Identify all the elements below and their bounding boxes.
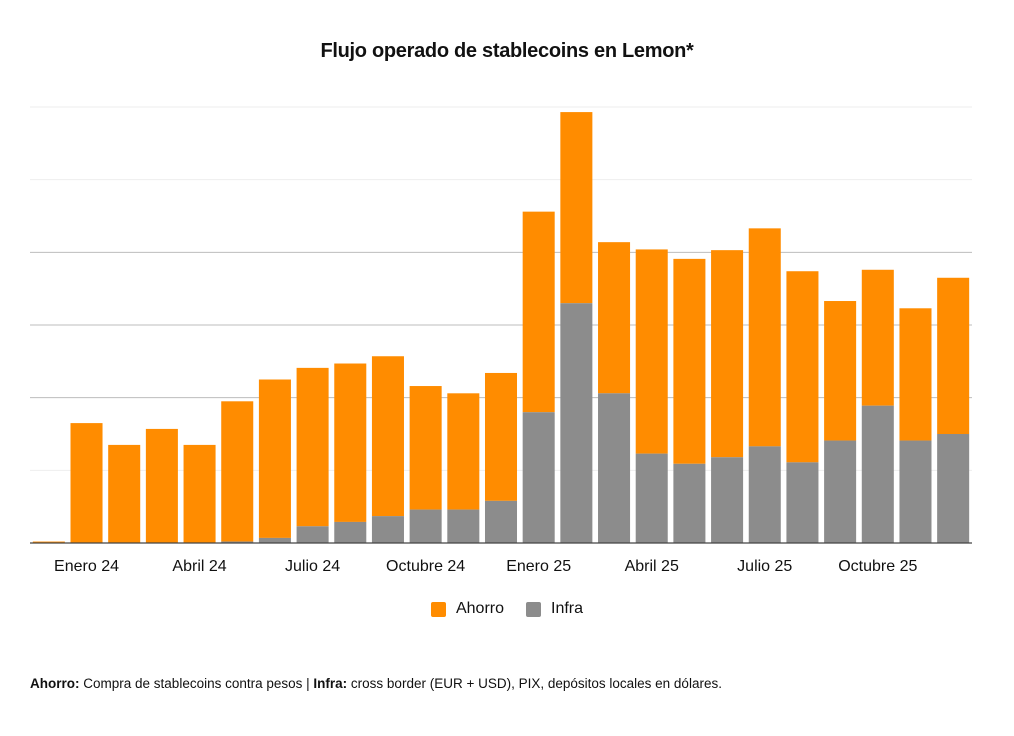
x-tick-label: Octubre 24: [386, 558, 465, 575]
x-tick-label: Julio 24: [285, 558, 340, 575]
legend-swatch-ahorro: [430, 601, 446, 617]
bar-ahorro: [409, 386, 442, 510]
footnote-ahorro-label: Ahorro:: [30, 676, 80, 691]
bar-infra: [899, 440, 932, 543]
x-tick-label: Abril 25: [625, 558, 679, 575]
footnote-ahorro-text: Compra de stablecoins contra pesos |: [83, 676, 314, 691]
bar-ahorro: [786, 271, 819, 463]
bar-infra: [221, 541, 254, 543]
bar-infra: [371, 516, 404, 543]
x-tick-label: Abril 24: [172, 558, 226, 575]
footnote: Ahorro: Compra de stablecoins contra pes…: [30, 676, 722, 691]
bar-infra: [258, 537, 291, 543]
bar-infra: [937, 434, 970, 543]
legend-item-ahorro: Ahorro: [430, 600, 504, 618]
bar-infra: [409, 509, 442, 543]
bar-ahorro: [598, 242, 631, 394]
bar-infra: [824, 440, 857, 543]
bar-infra: [711, 457, 744, 543]
bar-ahorro: [824, 301, 857, 441]
bar-infra: [522, 412, 555, 543]
stacked-bar-chart: Enero 24 Abril 24 Julio 24 Octubre 24 Enero …: [30, 106, 972, 575]
bar-ahorro: [258, 379, 291, 538]
bar-ahorro: [108, 444, 141, 543]
bar-ahorro: [711, 250, 744, 458]
bar-ahorro: [447, 393, 480, 510]
bar-infra: [673, 463, 706, 543]
bar-infra: [786, 462, 819, 543]
footnote-infra-text: cross border (EUR + USD), PIX, depósitos…: [350, 676, 722, 691]
bar-ahorro: [673, 258, 706, 464]
bar-ahorro: [70, 423, 103, 543]
bar-infra: [334, 521, 367, 543]
legend: Ahorro Infra: [0, 600, 1014, 618]
bar-ahorro: [861, 269, 894, 406]
bar-infra: [560, 303, 593, 543]
bar-ahorro: [748, 228, 781, 447]
bar-ahorro: [899, 308, 932, 441]
bar-ahorro: [560, 112, 593, 304]
legend-label-infra: Infra: [551, 600, 584, 617]
x-tick-label: Enero 25: [506, 558, 571, 575]
bar-ahorro: [334, 363, 367, 522]
bar-infra: [598, 393, 631, 543]
x-tick-label: Julio 25: [737, 558, 792, 575]
footnote-infra-label: Infra:: [313, 676, 348, 691]
bar-ahorro: [145, 428, 178, 543]
bar-infra: [861, 405, 894, 543]
chart-title: Flujo operado de stablecoins en Lemon*: [320, 40, 694, 62]
bar-ahorro: [522, 211, 555, 413]
legend-label-ahorro: Ahorro: [455, 600, 504, 617]
legend-swatch-infra: [526, 601, 541, 617]
bar-ahorro: [221, 401, 254, 542]
bar-infra: [484, 500, 518, 543]
x-tick-label: Enero 24: [54, 558, 119, 575]
legend-item-infra: Infra: [526, 600, 583, 618]
bar-ahorro: [635, 249, 668, 454]
bar-ahorro: [32, 541, 65, 543]
bar-ahorro: [183, 444, 216, 543]
bar-ahorro: [296, 367, 329, 527]
x-tick-label: Octubre 25: [838, 558, 917, 575]
bar-ahorro: [371, 356, 404, 517]
bar-infra: [635, 453, 668, 543]
bar-infra: [447, 509, 480, 543]
bar-infra: [748, 446, 781, 543]
bar-ahorro: [484, 372, 518, 501]
bar-ahorro: [937, 277, 970, 434]
bar-infra: [296, 526, 329, 543]
